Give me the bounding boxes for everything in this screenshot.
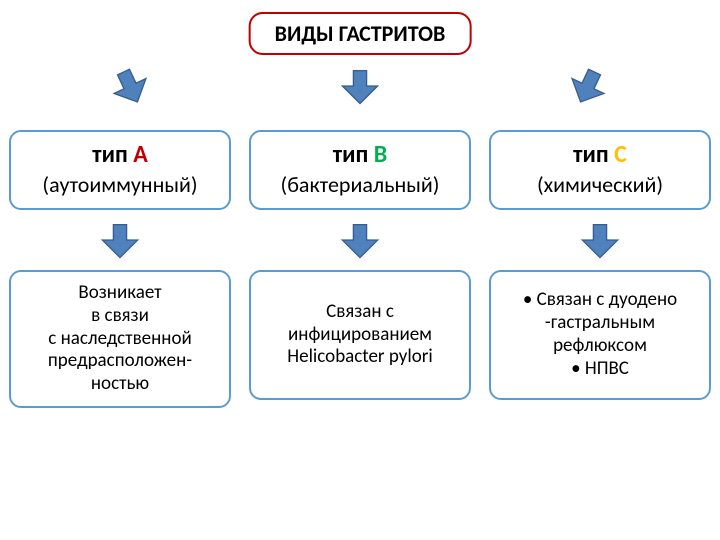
desc-box-0: Возникаетв связис наследственнойпредрасп… <box>9 270 231 408</box>
desc-bullet: Связан с дуодено -гастральным рефлюксом <box>499 289 701 357</box>
desc-line: предрасположен- <box>19 350 221 373</box>
column-2: тип С(химический) Связан с дуодено -гаст… <box>489 130 711 408</box>
desc-line: Helicobacter pylori <box>259 346 461 369</box>
desc-box-2: Связан с дуодено -гастральным рефлюксомН… <box>489 270 711 400</box>
desc-line: инфицированием <box>259 324 461 347</box>
desc-bullet: НПВС <box>499 358 701 381</box>
type-prefix: тип <box>92 140 133 169</box>
desc-box-1: Связан синфицированиемHelicobacter pylor… <box>249 270 471 400</box>
top-arrow-0 <box>101 57 159 115</box>
type-subtitle: (бактериальный) <box>255 171 465 198</box>
mid-arrow-2 <box>578 218 622 262</box>
desc-line: с наследственной <box>19 328 221 351</box>
mid-arrow-1 <box>338 218 382 262</box>
type-box-1: тип В(бактериальный) <box>249 130 471 210</box>
column-0: тип А(аутоиммунный) Возникаетв связис на… <box>9 130 231 408</box>
type-label: тип В <box>255 140 465 169</box>
type-subtitle: (аутоиммунный) <box>15 171 225 198</box>
type-label: тип С <box>495 140 705 169</box>
mid-arrow-0 <box>98 218 142 262</box>
type-letter: С <box>614 140 627 169</box>
top-arrow-2 <box>559 57 617 115</box>
type-letter: В <box>374 140 387 169</box>
desc-line: Связан с <box>259 301 461 324</box>
column-1: тип В(бактериальный) Связан синфицирован… <box>249 130 471 408</box>
title-box: ВИДЫ ГАСТРИТОВ <box>249 12 472 55</box>
desc-line: Возникает <box>19 282 221 305</box>
desc-line: в связи <box>19 305 221 328</box>
title-text: ВИДЫ ГАСТРИТОВ <box>275 20 446 47</box>
type-prefix: тип <box>333 140 374 169</box>
columns-container: тип А(аутоиммунный) Возникаетв связис на… <box>0 130 720 408</box>
type-prefix: тип <box>573 140 614 169</box>
desc-line: ностью <box>19 373 221 396</box>
type-label: тип А <box>15 140 225 169</box>
top-arrow-1 <box>338 64 382 108</box>
type-box-2: тип С(химический) <box>489 130 711 210</box>
type-subtitle: (химический) <box>495 171 705 198</box>
type-box-0: тип А(аутоиммунный) <box>9 130 231 210</box>
type-letter: А <box>133 140 148 169</box>
